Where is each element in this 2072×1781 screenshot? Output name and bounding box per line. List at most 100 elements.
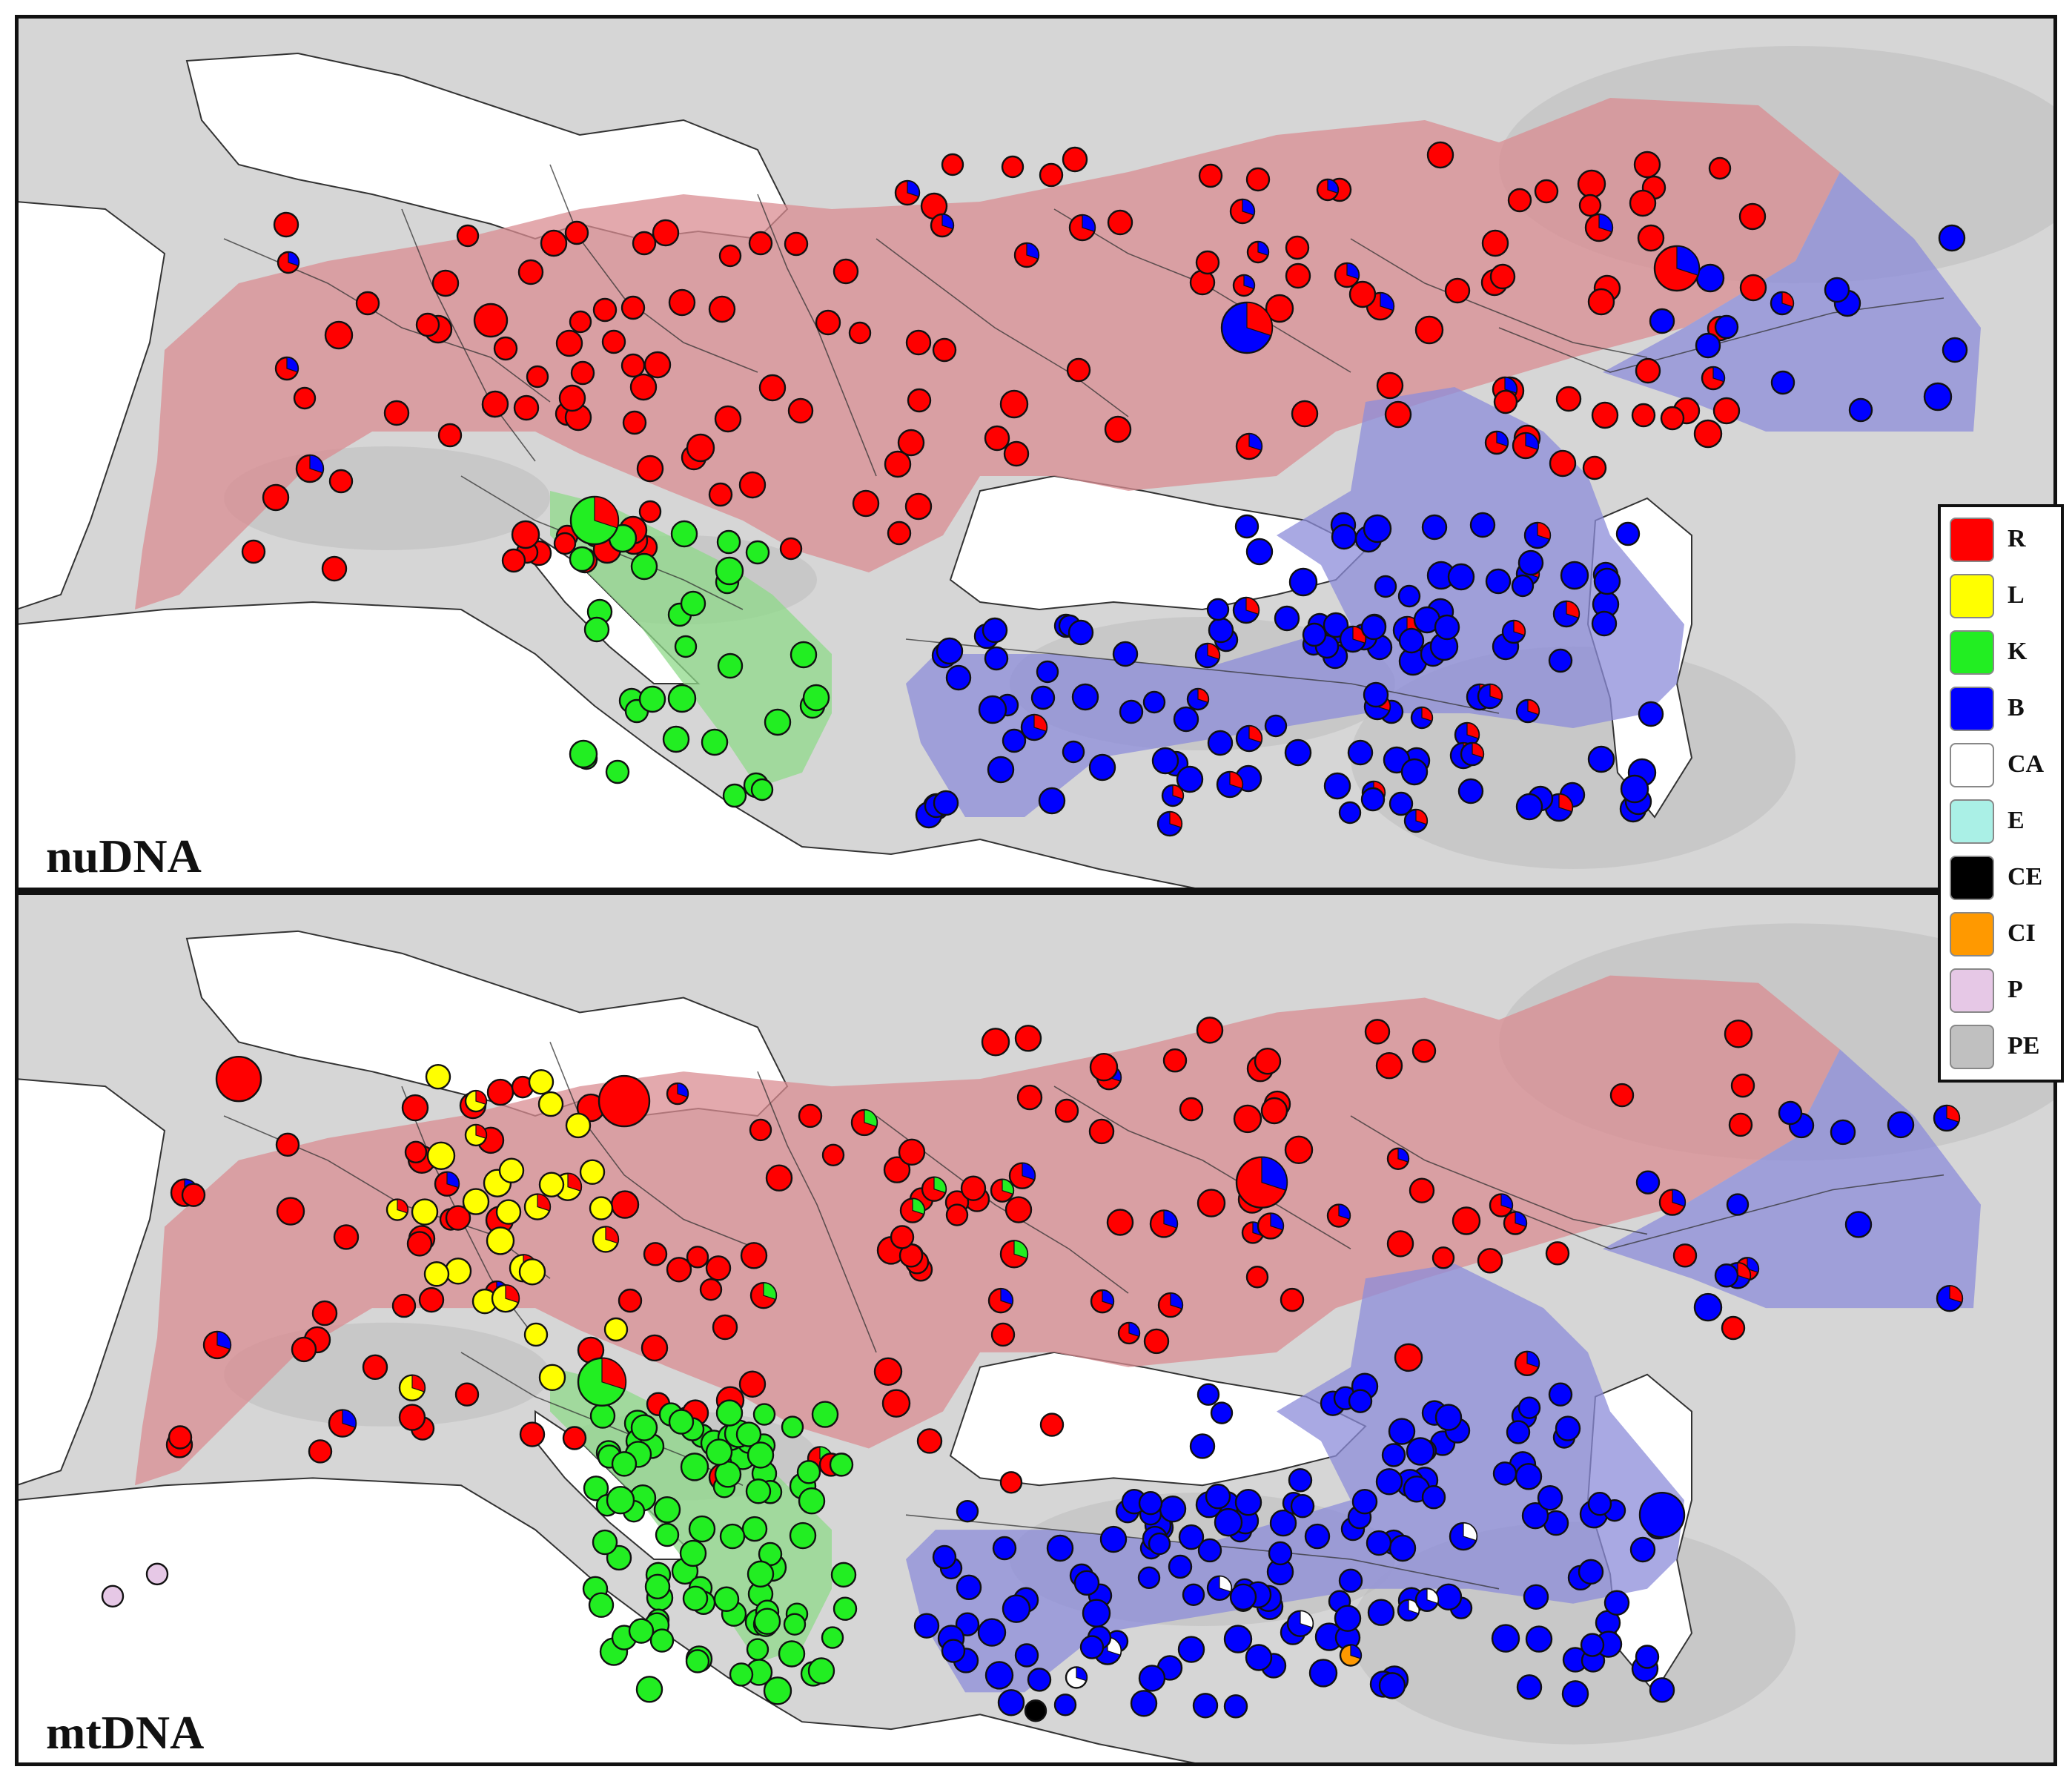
sample-site (1030, 685, 1056, 710)
range-b (1603, 1049, 1981, 1309)
sample-site (1232, 596, 1260, 624)
sample-site (717, 652, 744, 679)
sample-site (1484, 430, 1509, 455)
sample-site (1331, 523, 1357, 550)
sample-site (1280, 1287, 1305, 1312)
sample-site (1177, 1636, 1205, 1663)
sample-site (401, 1094, 429, 1122)
sample-site (1039, 162, 1064, 188)
sample-site (611, 1451, 638, 1477)
sample-site (1245, 538, 1274, 566)
sample-site (977, 1618, 1007, 1647)
sample-site (1284, 1135, 1314, 1165)
sample-site (745, 540, 770, 565)
sample-site (491, 1283, 520, 1313)
sample-site (798, 1487, 826, 1515)
sample-site (293, 386, 317, 410)
sample-site (1235, 1156, 1288, 1209)
sample-site (1334, 1605, 1362, 1632)
legend-item-r: R (1950, 518, 2061, 562)
sample-site (779, 537, 803, 561)
sea-area (16, 1477, 1203, 1765)
sample-site (1257, 1212, 1285, 1240)
sample-site (1286, 1610, 1314, 1637)
sample-site (1587, 745, 1615, 773)
sample-site (276, 1197, 305, 1226)
nudna-panel-label: nuDNA (46, 830, 202, 882)
sample-site (1582, 455, 1607, 480)
sample-site (1290, 1493, 1315, 1519)
sample-site (649, 1628, 675, 1653)
sample-site (518, 1258, 546, 1286)
sample-site (1770, 370, 1795, 395)
sample-site (1142, 690, 1166, 714)
sample-site (941, 1639, 966, 1663)
sample-site (716, 529, 741, 555)
sample-site (1179, 1097, 1204, 1122)
sample-site (1587, 1491, 1612, 1516)
sample-site (850, 1108, 878, 1137)
sample-site (622, 410, 647, 435)
sample-site (464, 1089, 488, 1113)
legend-label-b: B (2008, 694, 2025, 721)
sample-site (1374, 575, 1397, 598)
sample-site (1635, 1170, 1661, 1195)
legend-item-e: E (1950, 799, 2061, 844)
sample-site (1552, 600, 1581, 628)
legend-label-r: R (2008, 525, 2026, 552)
sample-site (907, 388, 932, 413)
sample-site (921, 1176, 947, 1202)
sample-site (750, 778, 774, 802)
sample-site (1712, 397, 1741, 425)
sample-site (1503, 1211, 1528, 1235)
sample-site (999, 1471, 1023, 1494)
sample-site (1584, 213, 1614, 242)
sample-site (1182, 1583, 1205, 1606)
sample-site (415, 312, 440, 337)
legend-label-l: L (2008, 581, 2025, 609)
sample-site (1693, 1292, 1723, 1322)
sample-site (715, 556, 744, 586)
sample-site (1578, 1559, 1604, 1585)
sample-site (1516, 1674, 1543, 1700)
legend-label-ce: CE (2008, 863, 2043, 890)
sample-site (101, 1585, 125, 1607)
sample-site (1501, 619, 1526, 644)
sample-site (899, 1197, 926, 1223)
sample-site (1560, 561, 1589, 590)
sample-site (1285, 262, 1311, 289)
sample-site (1016, 1084, 1043, 1111)
sample-site (674, 635, 698, 658)
sample-site (984, 646, 1009, 671)
sample-site (1062, 146, 1088, 173)
sample-site (987, 1287, 1014, 1314)
sample-site (1388, 1418, 1416, 1445)
sample-site (1649, 308, 1675, 334)
sample-site (1014, 1643, 1039, 1668)
sample-site (1728, 1112, 1753, 1137)
sample-site (740, 1242, 768, 1269)
sample-site (787, 397, 814, 424)
sample-site (601, 329, 626, 354)
sample-site (620, 353, 646, 378)
sample-site (523, 1322, 549, 1347)
sample-site (1360, 787, 1386, 812)
sample-site (1491, 1624, 1520, 1653)
sample-site (941, 153, 964, 176)
sample-site (1288, 1468, 1313, 1493)
sample-site (1288, 567, 1318, 597)
sample-site (873, 1357, 903, 1387)
sample-site (1489, 1193, 1514, 1217)
sample-site (745, 1478, 772, 1504)
sample-site (1449, 1521, 1478, 1551)
sample-site (215, 1055, 262, 1103)
sample-site (1637, 224, 1665, 252)
sample-site (562, 1426, 587, 1450)
sample-site (1726, 1193, 1750, 1216)
sample-site (1291, 400, 1319, 428)
legend-label-k: K (2008, 638, 2028, 665)
legend-swatch-ce (1950, 856, 1994, 900)
sample-site (523, 1193, 552, 1220)
sample-site (1635, 1645, 1660, 1669)
legend-swatch-pe (1950, 1025, 1994, 1069)
